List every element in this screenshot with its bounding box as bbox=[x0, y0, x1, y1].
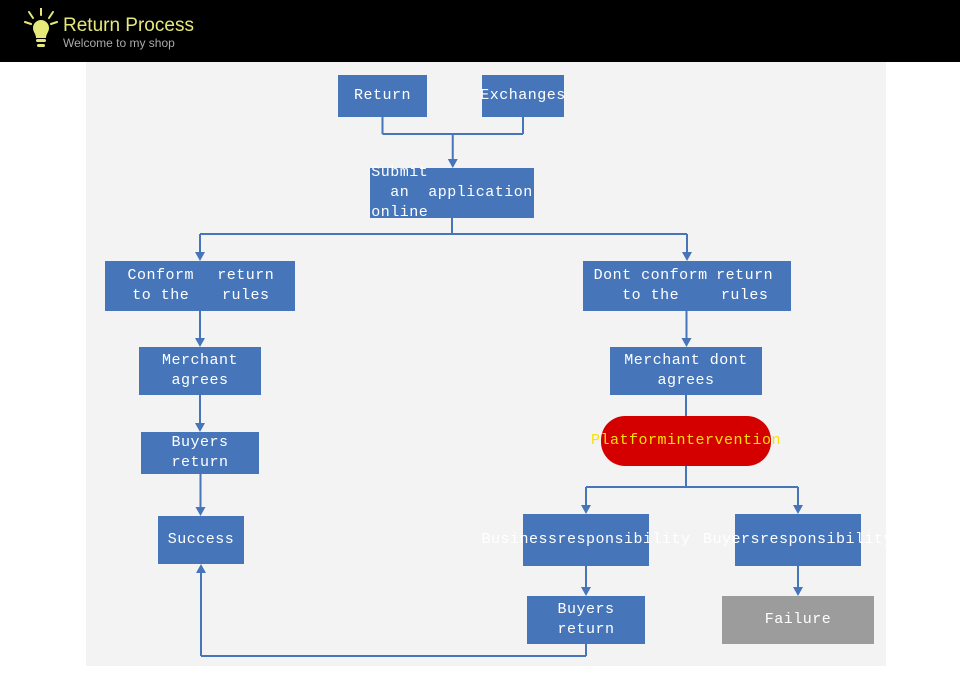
flow-node-m_agrees: Merchant agrees bbox=[139, 347, 261, 395]
header: Return Process Welcome to my shop bbox=[0, 0, 960, 62]
flow-node-exchanges: Exchanges bbox=[482, 75, 564, 117]
flow-node-conform: Conform to thereturn rules bbox=[105, 261, 295, 311]
flow-node-biz_resp: Businessresponsibility bbox=[523, 514, 649, 566]
flow-node-buyers_ret_l: Buyers return bbox=[141, 432, 259, 474]
flowchart-canvas: Return Exchanges Submit an onlineapplicati… bbox=[86, 62, 886, 666]
flow-node-buyer_resp: Buyersresponsibility bbox=[735, 514, 861, 566]
header-decor-lines bbox=[460, 0, 960, 62]
flow-node-dontconform: Dont conform to thereturn rules bbox=[583, 261, 791, 311]
flow-node-m_disagree: Merchant dont agrees bbox=[610, 347, 762, 395]
flow-node-submit: Submit an onlineapplication bbox=[370, 168, 534, 218]
lightbulb-icon bbox=[24, 8, 58, 52]
lightbulb-icon-svg bbox=[24, 8, 58, 52]
flow-node-buyers_ret_r: Buyers return bbox=[527, 596, 645, 644]
header-subtitle: Welcome to my shop bbox=[63, 36, 175, 50]
flow-node-success: Success bbox=[158, 516, 244, 564]
header-title: Return Process bbox=[63, 15, 194, 37]
flow-node-failure: Failure bbox=[722, 596, 874, 644]
flow-node-return: Return bbox=[338, 75, 427, 117]
flow-node-platform: Platformintervention bbox=[601, 416, 771, 466]
